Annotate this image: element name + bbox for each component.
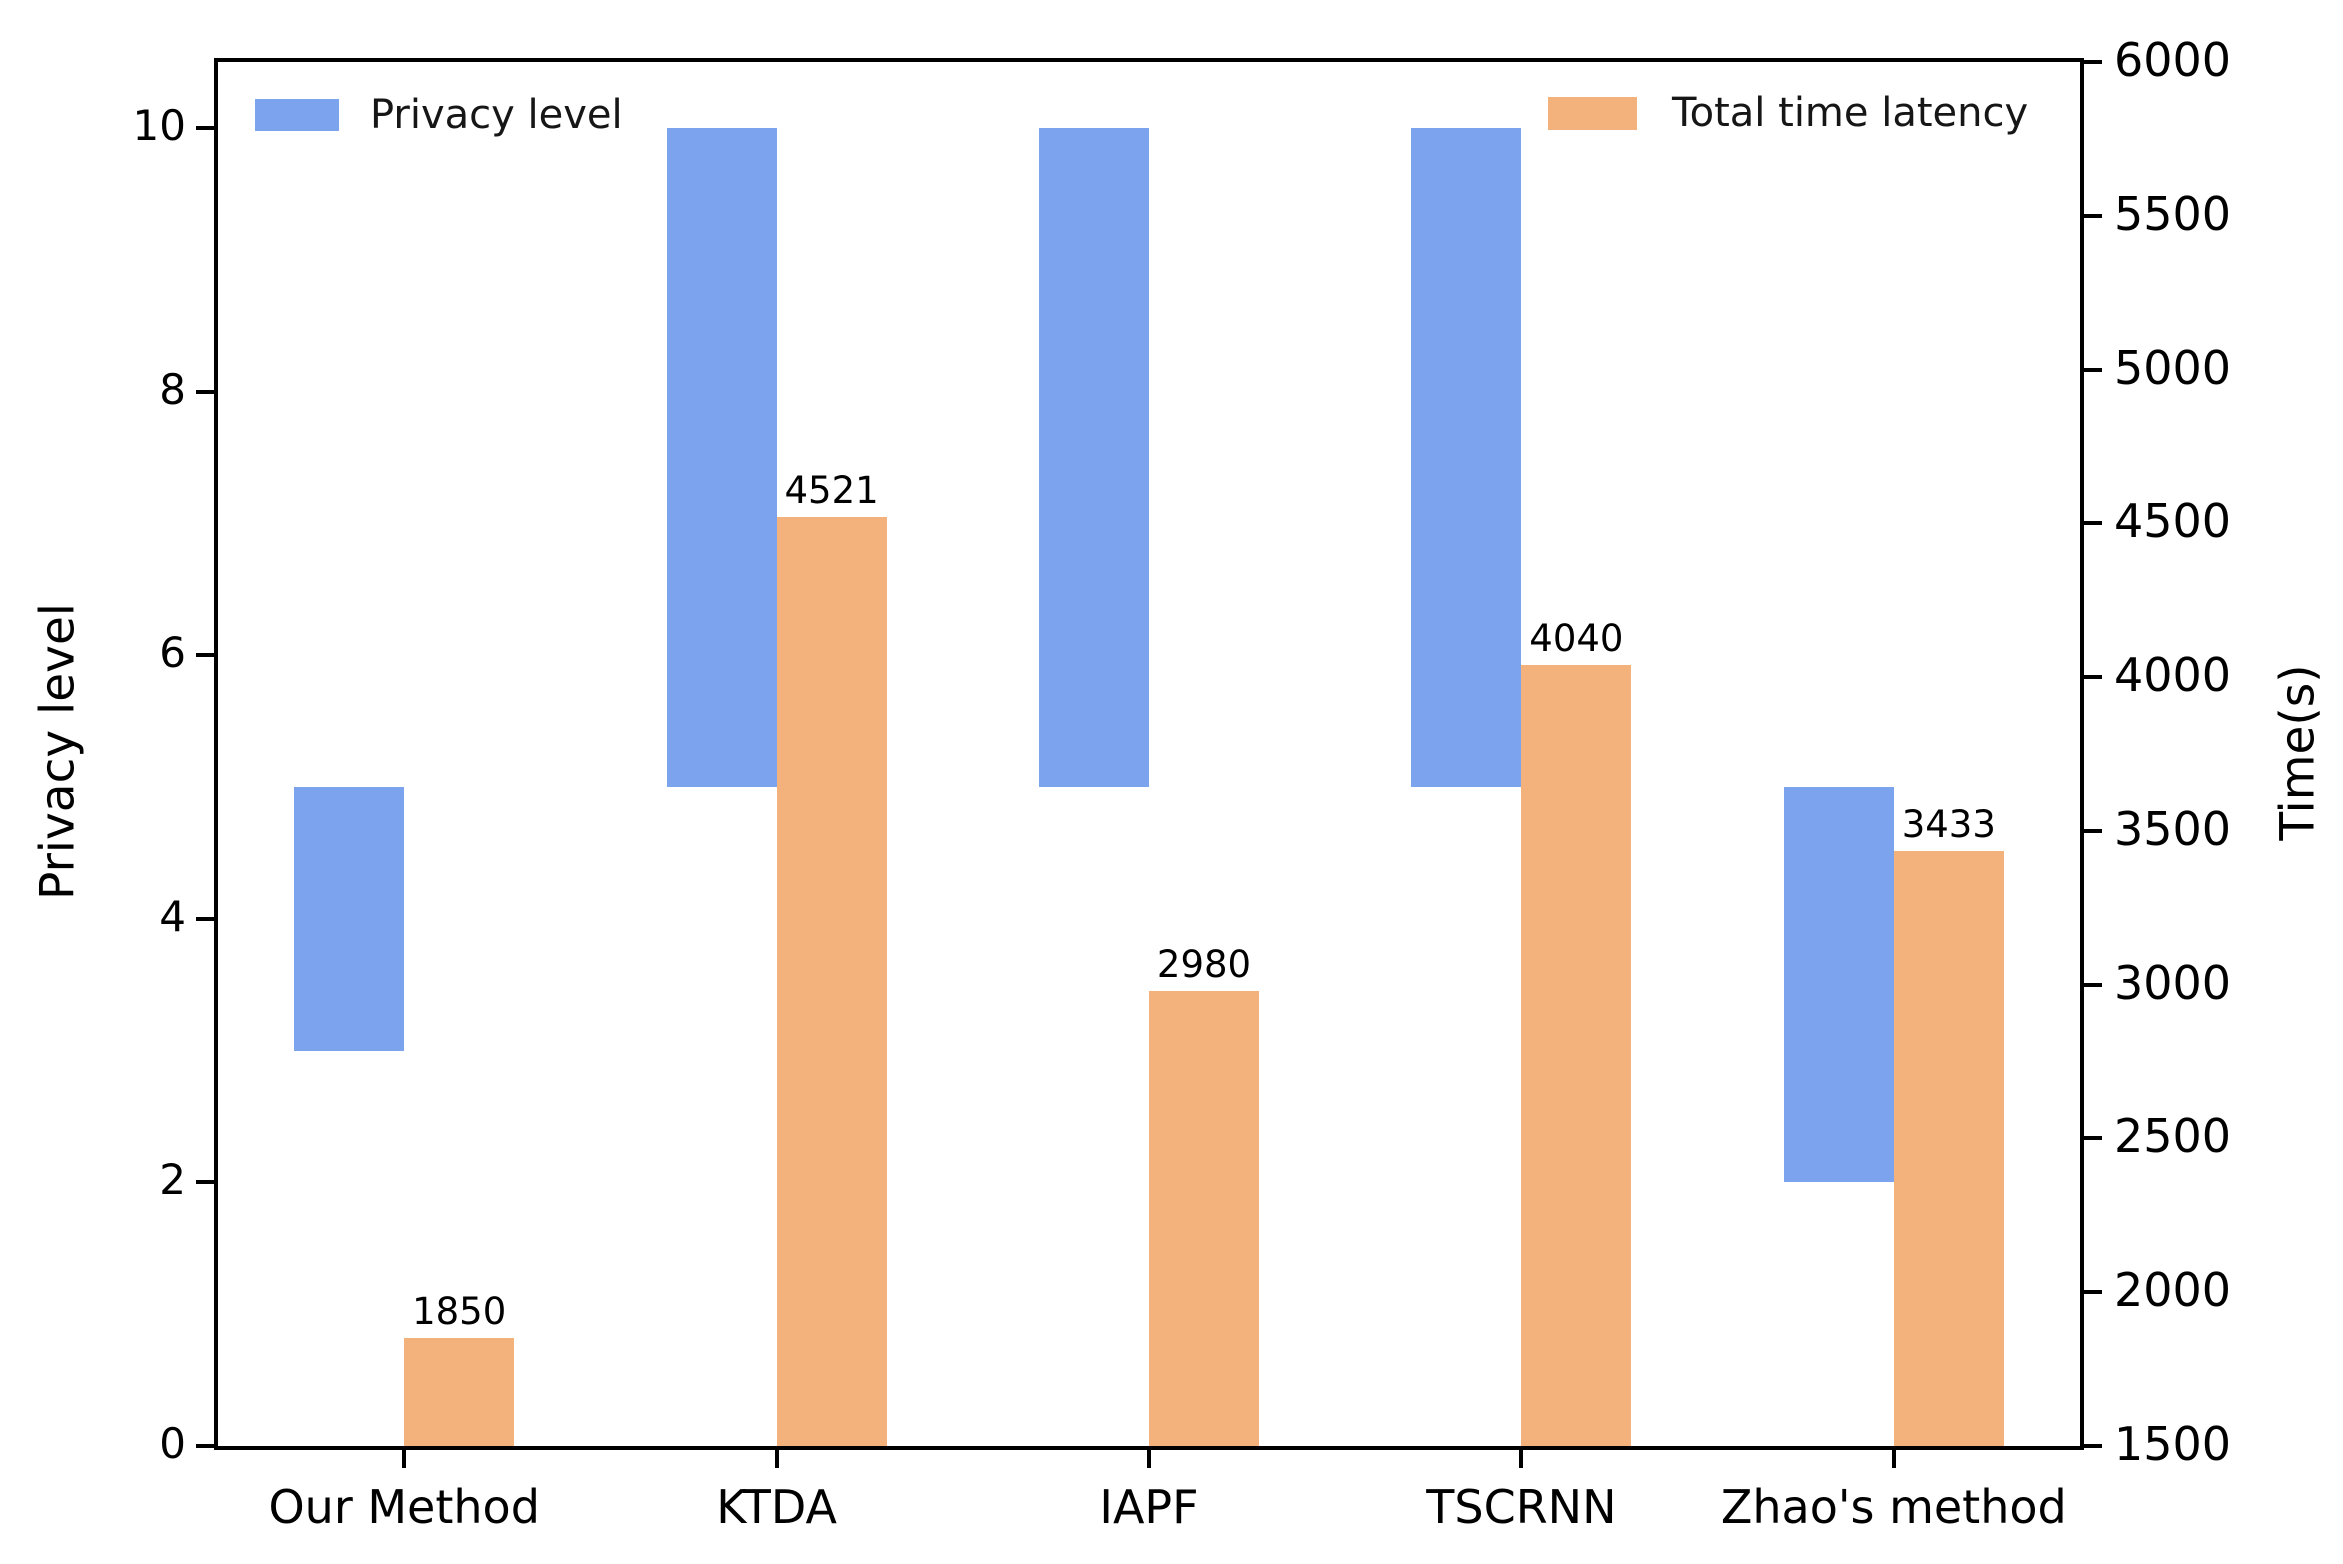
latency-value-label: 4040 [1529, 616, 1624, 660]
right-tick-label: 1500 [2114, 1417, 2232, 1471]
privacy-bar [294, 786, 405, 1051]
right-tick-label: 5500 [2114, 186, 2232, 241]
x-category-label: TSCRNN [1426, 1480, 1617, 1534]
left-tick-mark [196, 1180, 218, 1185]
x-category-label: Our Method [268, 1480, 540, 1534]
latency-value-label: 1850 [412, 1290, 507, 1334]
privacy-bar [1039, 127, 1149, 787]
left-axis-title: Privacy level [30, 603, 86, 900]
right-tick-mark [2080, 1136, 2102, 1141]
right-axis-title: Time(s) [2270, 664, 2326, 841]
x-tick-mark [1891, 1446, 1896, 1468]
left-tick-label: 8 [159, 364, 186, 414]
privacy-legend-label: Privacy level [370, 92, 623, 138]
latency-legend-label: Total time latency [1672, 90, 2029, 136]
right-tick-label: 3500 [2114, 801, 2232, 856]
right-tick-mark [2080, 982, 2102, 987]
left-tick-mark [196, 1444, 218, 1448]
x-tick-mark [1147, 1446, 1151, 1468]
x-tick-mark [402, 1446, 407, 1468]
latency-value-label: 2980 [1156, 942, 1252, 986]
privacy-bar [1411, 127, 1522, 787]
privacy-legend-swatch-icon [255, 99, 339, 131]
x-category-label: KTDA [716, 1480, 837, 1534]
x-category-label: IAPF [1099, 1480, 1199, 1534]
latency-legend-swatch-icon [1548, 97, 1637, 130]
left-tick-label: 0 [159, 1419, 186, 1468]
left-tick-label: 4 [159, 891, 186, 941]
latency-bar [776, 516, 887, 1446]
latency-bar [1149, 990, 1259, 1446]
x-tick-mark [1519, 1446, 1524, 1468]
right-tick-label: 3000 [2114, 955, 2232, 1010]
latency-value-label: 4521 [784, 468, 879, 512]
right-tick-mark [2080, 675, 2102, 680]
right-tick-label: 2000 [2114, 1263, 2232, 1318]
right-tick-mark [2080, 521, 2102, 526]
left-tick-label: 2 [159, 1155, 186, 1205]
left-tick-mark [196, 125, 218, 130]
right-tick-mark [2080, 1444, 2102, 1448]
x-category-label: Zhao's method [1720, 1480, 2067, 1534]
right-tick-label: 4500 [2114, 494, 2232, 549]
right-tick-mark [2080, 1290, 2102, 1295]
right-tick-label: 2500 [2114, 1109, 2232, 1164]
privacy-bar [1783, 786, 1894, 1183]
right-tick-mark [2080, 367, 2102, 372]
latency-bar [1893, 851, 2004, 1446]
right-tick-label: 4000 [2114, 648, 2232, 703]
privacy-bar [666, 127, 777, 787]
right-tick-label: 5000 [2114, 340, 2232, 395]
right-tick-label: 6000 [2114, 33, 2232, 87]
left-tick-label: 10 [132, 100, 186, 150]
latency-bar [1521, 664, 1632, 1446]
latency-bar [404, 1338, 515, 1446]
right-tick-mark [2080, 213, 2102, 218]
left-tick-mark [196, 653, 218, 658]
x-tick-mark [774, 1446, 779, 1468]
left-tick-mark [196, 916, 218, 921]
right-tick-mark [2080, 828, 2102, 833]
latency-value-label: 3433 [1901, 803, 1996, 847]
left-tick-label: 6 [159, 628, 186, 678]
right-tick-mark [2080, 60, 2102, 64]
left-tick-mark [196, 389, 218, 394]
